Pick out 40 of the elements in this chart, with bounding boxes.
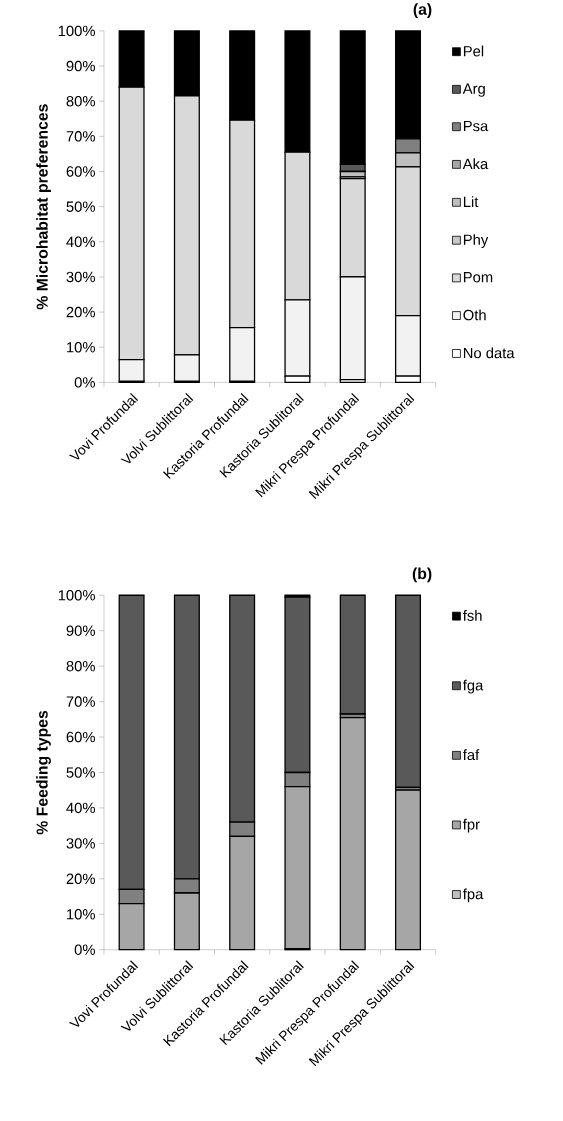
- y-tick-label: 60%: [66, 731, 95, 743]
- y-tick-label: 0%: [74, 944, 95, 955]
- y-tick-label: 70%: [66, 696, 95, 707]
- legend-label: Psa: [463, 120, 489, 132]
- y-axis-title: % Microhabitat preferences: [36, 104, 51, 310]
- legend-label: faf: [462, 749, 480, 761]
- y-tick-label: 90%: [66, 625, 95, 636]
- y-tick-label: 80%: [66, 660, 95, 672]
- legend-label: fpa: [462, 888, 484, 903]
- legend-label: No data: [463, 347, 515, 359]
- y-tick-label: 20%: [66, 873, 95, 885]
- legend-label: Arg: [462, 83, 485, 97]
- y-tick-label: 70%: [66, 131, 95, 142]
- legend-label: fpr: [462, 818, 480, 833]
- y-tick-label: 40%: [66, 802, 95, 814]
- legend-label: Phy: [463, 234, 489, 248]
- y-tick-label: 60%: [66, 166, 95, 177]
- y-tick-label: 30%: [66, 838, 95, 849]
- chart-title: (b): [412, 567, 432, 583]
- legend-label: Pom: [463, 272, 493, 283]
- chart-title: (a): [413, 3, 432, 18]
- y-tick-label: 100%: [58, 25, 95, 37]
- legend-label: Oth: [463, 309, 486, 321]
- legend-label: fga: [462, 679, 484, 694]
- y-tick-label: 30%: [66, 271, 95, 283]
- y-tick-label: 50%: [66, 767, 95, 778]
- y-tick-label: 10%: [66, 909, 95, 920]
- legend-label: Lit: [463, 196, 479, 208]
- y-tick-label: 10%: [66, 342, 95, 353]
- legend-label: Pel: [463, 45, 483, 57]
- y-tick-label: 80%: [66, 95, 95, 107]
- y-tick-label: 100%: [58, 590, 95, 601]
- y-axis-title: % Feeding types: [35, 710, 51, 835]
- y-tick-label: 40%: [66, 236, 95, 248]
- y-tick-label: 90%: [66, 60, 95, 72]
- y-tick-label: 20%: [66, 306, 95, 318]
- y-tick-label: 50%: [66, 201, 95, 212]
- legend-label: fsh: [462, 610, 482, 621]
- y-tick-label: 0%: [74, 377, 95, 388]
- legend-label: Aka: [462, 158, 489, 170]
